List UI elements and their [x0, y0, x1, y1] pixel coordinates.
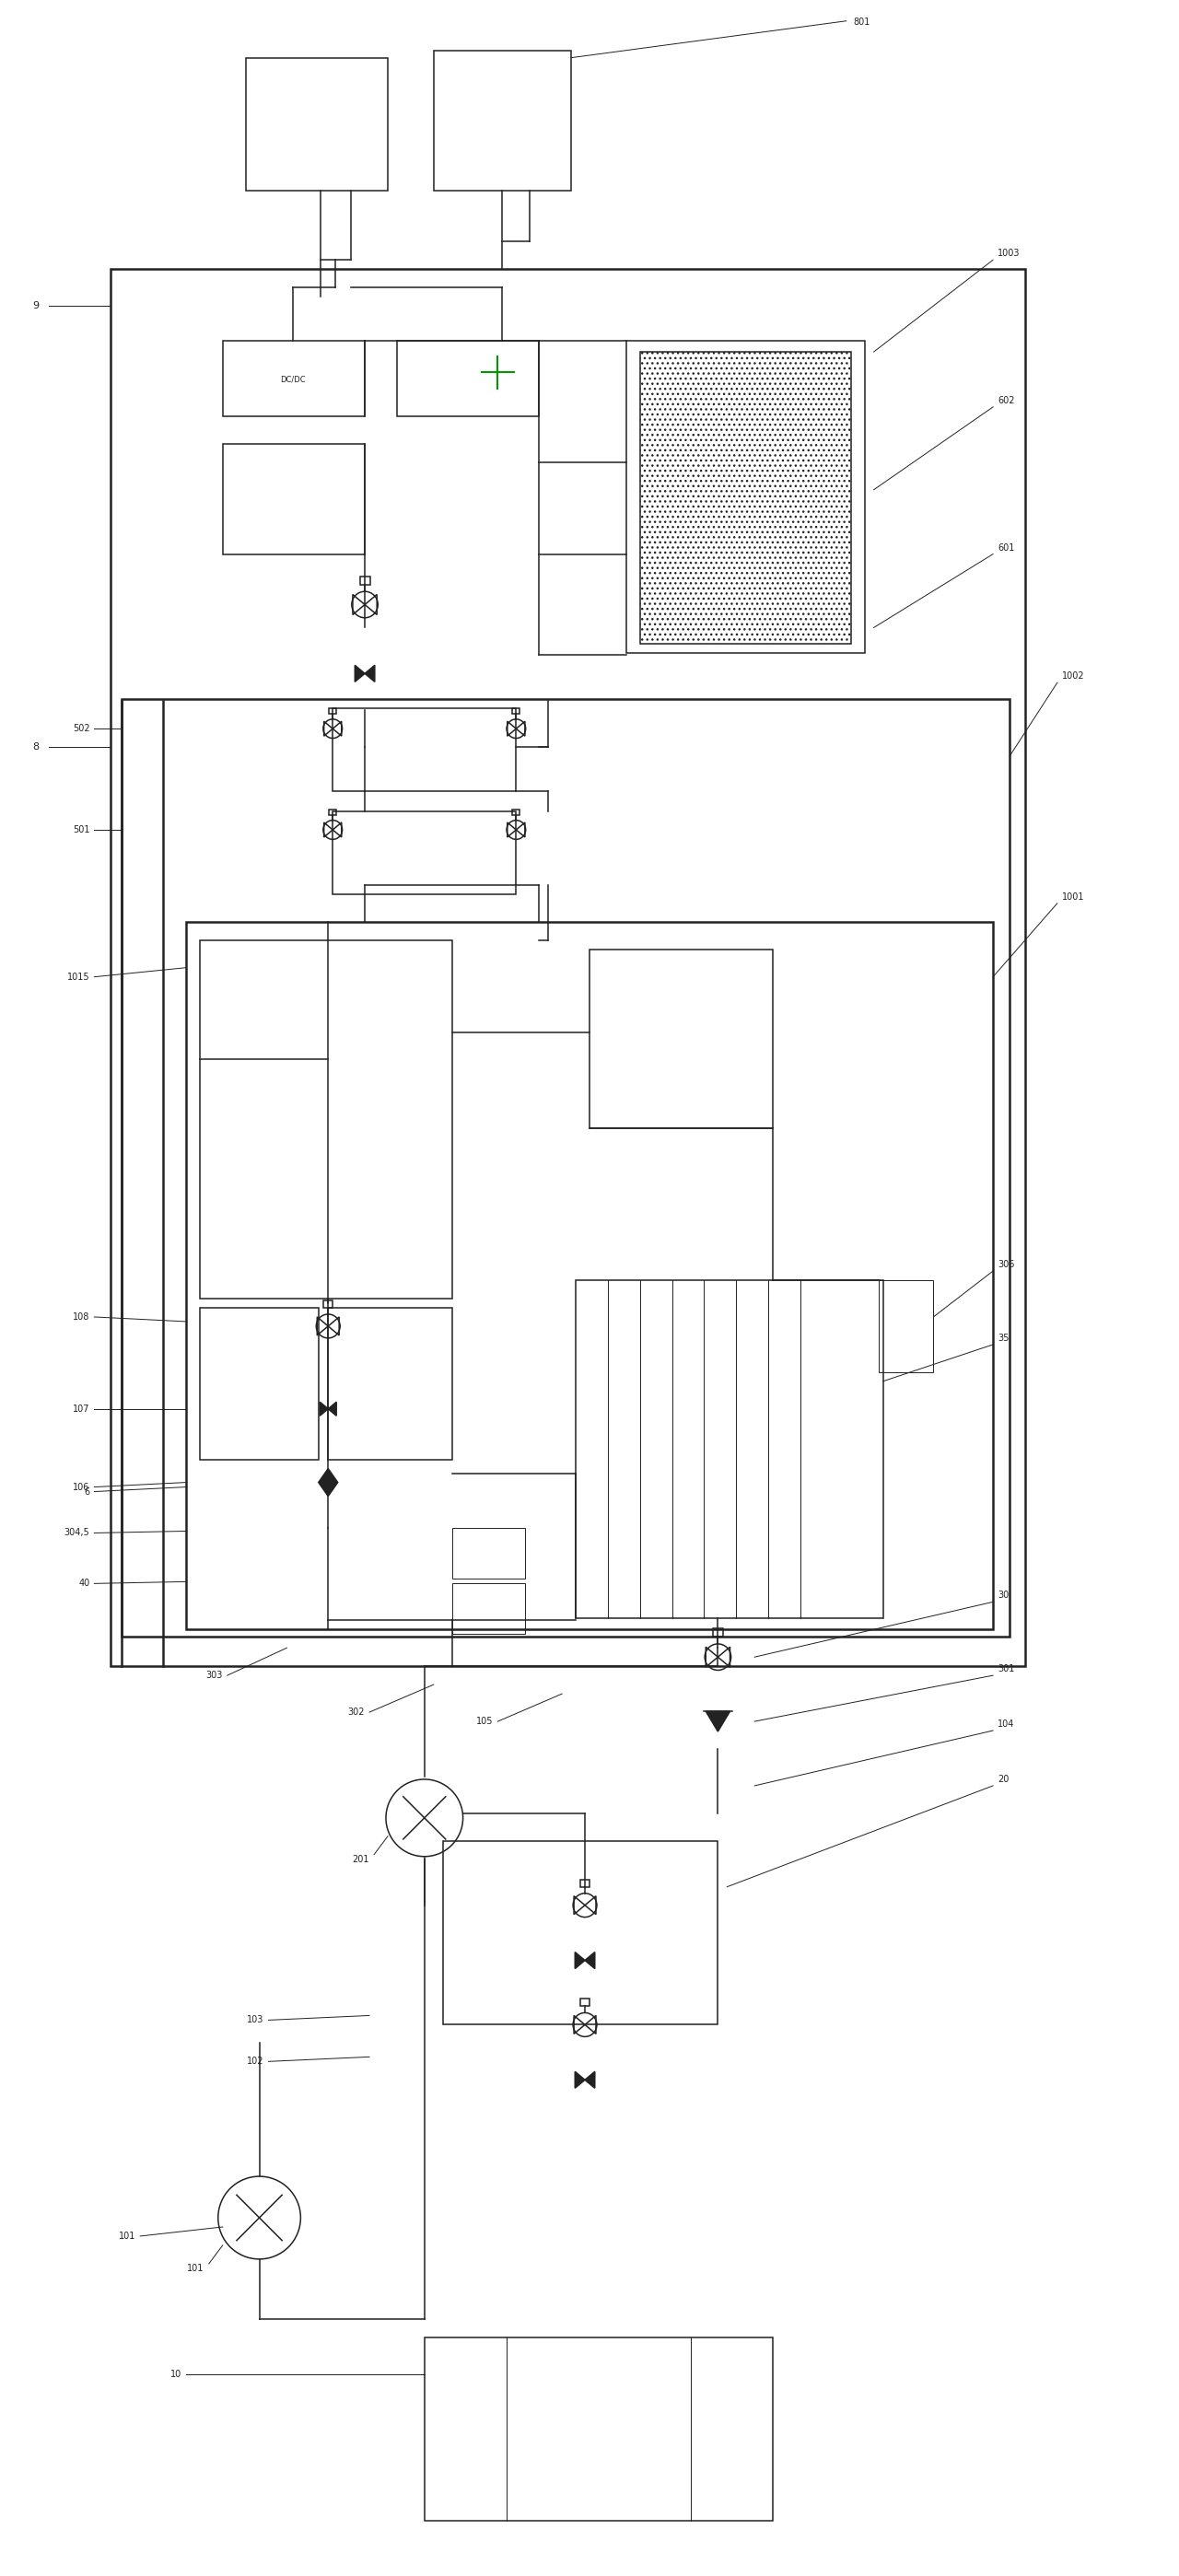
Text: 108: 108	[73, 1311, 90, 1321]
Polygon shape	[328, 1401, 336, 1417]
Polygon shape	[585, 2071, 595, 2089]
Bar	[332, 811, 516, 894]
Text: 20: 20	[997, 1775, 1009, 1785]
Bar	[111, 268, 1025, 1667]
Bar	[199, 940, 452, 1298]
Bar	[328, 1309, 452, 1461]
Bar	[452, 1584, 526, 1633]
Bar	[186, 922, 993, 1631]
Bar	[397, 340, 539, 417]
Bar	[713, 1628, 723, 1636]
Text: DC/DC: DC/DC	[281, 376, 307, 384]
Bar	[199, 1309, 320, 1461]
Bar	[329, 708, 336, 714]
Bar	[626, 340, 864, 654]
Polygon shape	[575, 2071, 585, 2089]
Polygon shape	[320, 1401, 328, 1417]
Text: 10: 10	[170, 2370, 182, 2378]
Text: 1015: 1015	[67, 971, 90, 981]
Bar	[332, 708, 516, 791]
Text: 105: 105	[476, 1716, 493, 1726]
Text: 35: 35	[997, 1334, 1009, 1342]
Bar	[590, 951, 773, 1128]
Bar	[640, 353, 851, 644]
Polygon shape	[318, 1468, 337, 1497]
Text: 103: 103	[248, 2014, 264, 2025]
Bar	[580, 1999, 590, 2007]
Bar	[575, 1280, 883, 1618]
Bar	[245, 57, 388, 191]
Text: 303: 303	[206, 1672, 223, 1680]
Text: 602: 602	[997, 397, 1015, 404]
Text: 102: 102	[246, 2056, 264, 2066]
Polygon shape	[364, 665, 375, 683]
Text: 1003: 1003	[997, 250, 1020, 258]
Bar	[323, 1301, 332, 1309]
Bar	[434, 52, 571, 191]
Text: 302: 302	[348, 1708, 364, 1716]
Text: 1001: 1001	[1062, 891, 1085, 902]
Text: 30: 30	[997, 1592, 1009, 1600]
Bar	[121, 698, 1009, 1636]
Text: 304,5: 304,5	[64, 1528, 90, 1538]
Text: 801: 801	[854, 18, 870, 26]
Text: 106: 106	[73, 1481, 90, 1492]
Bar	[223, 443, 364, 554]
Bar	[878, 1280, 934, 1373]
Text: 301: 301	[997, 1664, 1015, 1674]
Bar	[513, 708, 520, 714]
Polygon shape	[575, 1953, 585, 1968]
Polygon shape	[355, 665, 364, 683]
Text: 9: 9	[33, 301, 39, 312]
Text: 101: 101	[119, 2231, 136, 2241]
Bar	[360, 577, 370, 585]
Text: 501: 501	[73, 824, 90, 835]
Bar	[424, 2336, 773, 2522]
Text: 104: 104	[997, 1721, 1015, 1728]
Text: 8: 8	[33, 742, 39, 752]
Text: 107: 107	[73, 1404, 90, 1414]
Bar	[443, 1842, 718, 2025]
Text: 101: 101	[187, 2264, 204, 2272]
Text: 1002: 1002	[1062, 672, 1085, 680]
Bar	[329, 809, 336, 814]
Text: 40: 40	[78, 1579, 90, 1589]
Bar	[513, 809, 520, 814]
Polygon shape	[706, 1710, 730, 1731]
Text: 502: 502	[73, 724, 90, 734]
Text: 601: 601	[997, 544, 1015, 551]
Text: 306: 306	[997, 1260, 1015, 1270]
Bar	[580, 1880, 590, 1886]
Text: 201: 201	[353, 1855, 369, 1865]
Text: 6: 6	[84, 1486, 90, 1497]
Bar	[223, 340, 364, 417]
Polygon shape	[585, 1953, 595, 1968]
Bar	[452, 1528, 526, 1579]
